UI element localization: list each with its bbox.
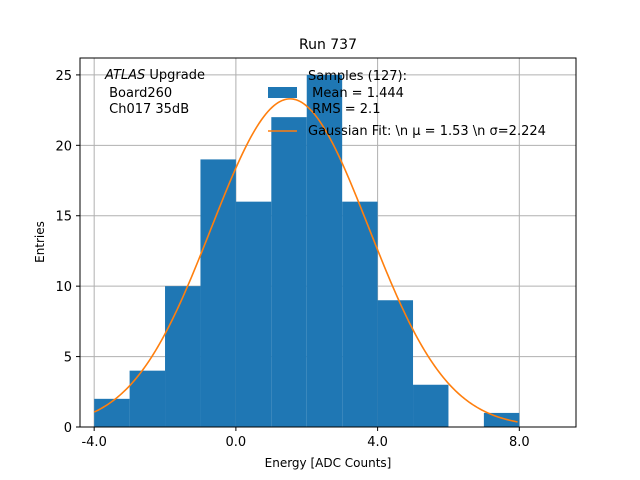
y-tick-label: 10 bbox=[55, 280, 72, 295]
legend-fit-label: Gaussian Fit: \n μ = 1.53 \n σ=2.224 bbox=[308, 124, 546, 139]
legend-mean-label: Mean = 1.444 bbox=[308, 86, 404, 101]
y-axis-label: Entries bbox=[33, 221, 47, 263]
histogram-bar bbox=[306, 74, 343, 428]
histogram-bars bbox=[94, 74, 520, 428]
y-tick-label: 25 bbox=[55, 69, 72, 84]
svg-text:ATLAS Upgrade: ATLAS Upgrade bbox=[104, 68, 205, 83]
histogram-bar bbox=[271, 117, 307, 427]
histogram-bar bbox=[377, 300, 414, 427]
x-tick-label: 0.0 bbox=[226, 435, 247, 450]
channel-label: Ch017 35dB bbox=[105, 102, 189, 117]
legend-samples-label: Samples (127): bbox=[308, 69, 407, 84]
legend-hist-swatch bbox=[268, 87, 297, 98]
y-tick-label: 20 bbox=[55, 139, 72, 154]
y-axis-ticks: 0 5 10 15 20 25 bbox=[55, 69, 80, 436]
y-tick-label: 0 bbox=[64, 421, 72, 436]
plot-frame bbox=[79, 57, 577, 428]
histogram-bar bbox=[483, 412, 520, 427]
chart-title: Run 737 bbox=[299, 37, 357, 53]
board-label: Board260 bbox=[105, 86, 172, 101]
atlas-annotation: ATLAS Upgrade Board260 Ch017 35dB bbox=[104, 68, 205, 117]
histogram-bar bbox=[342, 201, 378, 427]
x-tick-label: 4.0 bbox=[367, 435, 388, 450]
x-axis-ticks: -4.0 0.0 4.0 8.0 bbox=[81, 427, 530, 450]
legend: Samples (127): Mean = 1.444 RMS = 2.1 Ga… bbox=[268, 69, 546, 139]
upgrade-label: Upgrade bbox=[145, 68, 205, 83]
y-tick-label: 15 bbox=[55, 210, 72, 225]
histogram-bar bbox=[165, 286, 201, 427]
y-tick-label: 5 bbox=[64, 351, 72, 366]
histogram-bar bbox=[200, 159, 236, 427]
x-axis-label: Energy [ADC Counts] bbox=[265, 456, 392, 470]
gaussian-fit-curve bbox=[93, 98, 518, 423]
x-tick-label: -4.0 bbox=[81, 435, 106, 450]
legend-rms-label: RMS = 2.1 bbox=[308, 102, 380, 117]
histogram-bar bbox=[413, 384, 449, 427]
atlas-label: ATLAS bbox=[104, 68, 145, 83]
histogram-bar bbox=[94, 398, 130, 427]
x-tick-label: 8.0 bbox=[509, 435, 530, 450]
histogram-bar bbox=[235, 201, 272, 427]
